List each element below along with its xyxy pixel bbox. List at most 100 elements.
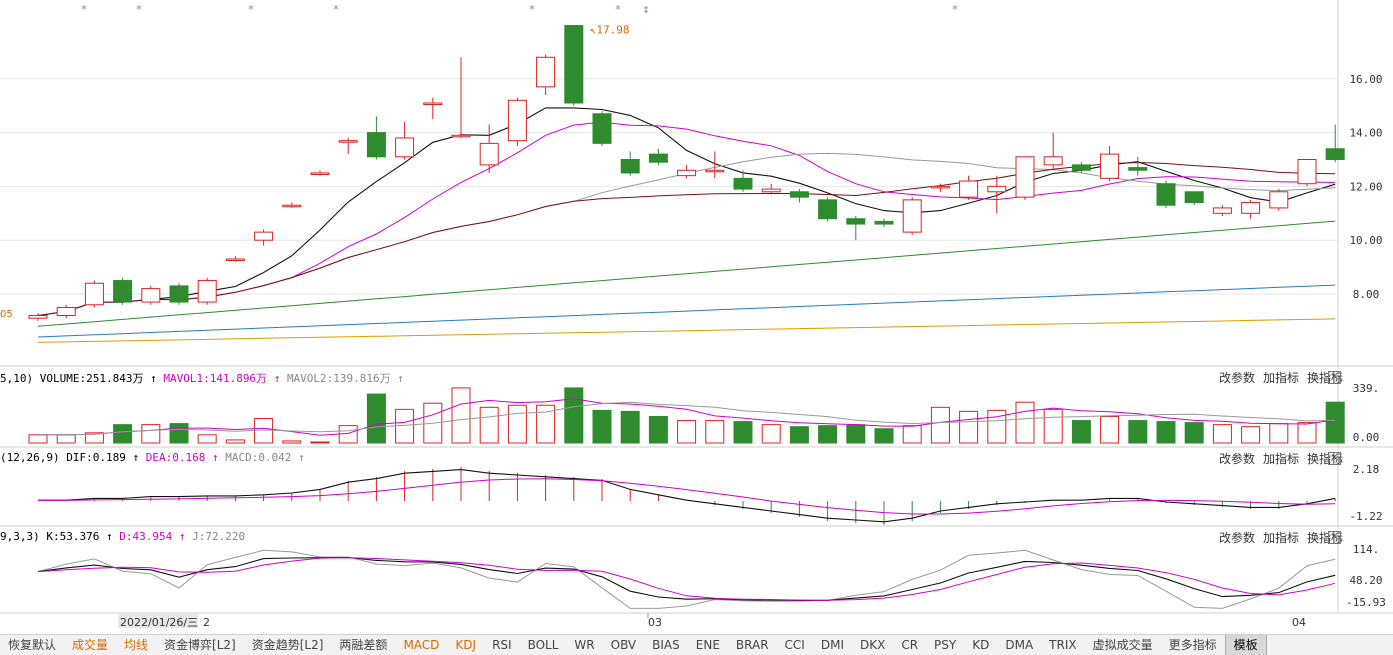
toolbar-item-20[interactable]: KD xyxy=(972,638,990,652)
candle-body xyxy=(987,185,1007,193)
candle-body xyxy=(423,102,443,106)
candle-body xyxy=(56,306,76,317)
volume-bar xyxy=(1071,420,1091,444)
candle-body xyxy=(225,258,245,262)
toolbar-item-23[interactable]: 虚拟成交量 xyxy=(1092,638,1153,652)
candle-body xyxy=(282,204,302,208)
add-indicator-button[interactable]: 加指标 xyxy=(1262,531,1299,545)
switch-indicator-button[interactable]: 换指标 xyxy=(1306,371,1343,385)
volume-bar xyxy=(874,428,894,444)
toolbar-item-6[interactable]: MACD xyxy=(403,638,440,652)
volume-bar xyxy=(197,434,217,444)
macd-prefix: (12,26,9) xyxy=(0,451,60,464)
switch-indicator-button[interactable]: 换指标 xyxy=(1306,452,1343,466)
change-params-button[interactable]: 改参数 xyxy=(1218,371,1255,385)
toolbar-item-1[interactable]: 成交量 xyxy=(72,638,109,652)
toolbar-item-15[interactable]: CCI xyxy=(784,638,805,652)
candle-body xyxy=(789,191,809,198)
volume-bar xyxy=(592,409,612,444)
toolbar-item-3[interactable]: 资金博弈[L2] xyxy=(164,638,236,652)
volume-bar xyxy=(620,410,640,444)
volume-bar xyxy=(507,404,527,444)
up-arrow-icon: ↑ xyxy=(132,451,140,464)
toolbar-item-14[interactable]: BRAR xyxy=(735,638,769,652)
candle-body xyxy=(395,137,415,158)
volume-bar xyxy=(902,425,922,444)
candle-body xyxy=(620,159,640,174)
candle-body xyxy=(197,280,217,303)
event-marker-icon: ‡ xyxy=(644,5,649,16)
price-tick-label: 12.00 xyxy=(1349,180,1382,193)
toolbar-item-4[interactable]: 资金趋势[L2] xyxy=(251,638,324,652)
j-value: J:72.220 xyxy=(192,530,246,543)
candle-body xyxy=(592,113,612,144)
switch-indicator-button[interactable]: 换指标 xyxy=(1306,531,1343,545)
volume-bar xyxy=(282,440,302,444)
close-icon[interactable]: × xyxy=(1328,452,1341,465)
up-arrow-icon: ↑ xyxy=(298,451,305,464)
kdj-tick-label: -15.93 xyxy=(1346,596,1386,609)
volume-bar xyxy=(254,418,274,444)
toolbar-item-25[interactable]: 模板 xyxy=(1224,635,1267,655)
candle-body xyxy=(648,153,668,163)
event-marker-icon: * xyxy=(81,3,87,16)
volume-bar xyxy=(1128,420,1148,444)
d-value: D:43.954 xyxy=(119,530,173,543)
toolbar-item-18[interactable]: CR xyxy=(901,638,919,652)
candle-body xyxy=(169,285,189,303)
chart-canvas[interactable]: 16.00 14.00 12.00 10.00 8.00 * * * * * * ‡ * ↖17.98 05… xyxy=(0,0,1393,634)
toolbar-item-5[interactable]: 两融差额 xyxy=(339,638,388,652)
kdj-indicator-line: 9,3,3) K:53.376 ↑ D:43.954 ↑ J:72.220 xyxy=(0,530,245,543)
add-indicator-button[interactable]: 加指标 xyxy=(1262,371,1299,385)
toolbar-item-2[interactable]: 均线 xyxy=(124,638,149,652)
toolbar-item-12[interactable]: BIAS xyxy=(652,638,680,652)
toolbar-item-7[interactable]: KDJ xyxy=(455,638,477,652)
candle-body xyxy=(705,169,725,173)
toolbar-item-17[interactable]: DKX xyxy=(859,638,886,652)
volume-bar xyxy=(959,410,979,444)
volume-bar xyxy=(338,425,358,444)
toolbar-item-0[interactable]: 恢复默认 xyxy=(8,638,57,652)
toolbar-item-22[interactable]: TRIX xyxy=(1049,638,1077,652)
volume-bar xyxy=(1156,421,1176,444)
candle-body xyxy=(818,199,838,220)
left-edge-label: 05 xyxy=(0,309,13,320)
macd-indicator-line: (12,26,9) DIF:0.189 ↑ DEA:0.168 ↑ MACD:0… xyxy=(0,451,305,464)
close-icon[interactable]: × xyxy=(1328,371,1341,384)
volume-bar xyxy=(536,404,556,444)
event-marker-icon: * xyxy=(248,3,254,16)
volume-bar xyxy=(169,423,189,444)
add-indicator-button[interactable]: 加指标 xyxy=(1262,452,1299,466)
toolbar-item-8[interactable]: RSI xyxy=(492,638,512,652)
ma60-line xyxy=(37,220,1336,327)
price-tick-label: 10.00 xyxy=(1349,234,1382,247)
kdj-tick-label: 114. xyxy=(1353,543,1380,556)
volume-bar xyxy=(1241,426,1261,444)
candle-body xyxy=(113,280,133,303)
max-price-label: ↖17.98 xyxy=(590,24,630,37)
toolbar-item-19[interactable]: PSY xyxy=(934,638,957,652)
toolbar-item-11[interactable]: OBV xyxy=(610,638,637,652)
toolbar-item-21[interactable]: DMA xyxy=(1005,638,1034,652)
kdj-prefix: 9,3,3) xyxy=(0,530,40,543)
toolbar-item-24[interactable]: 更多指标 xyxy=(1168,638,1217,652)
candle-body xyxy=(1212,207,1232,214)
candle-body xyxy=(254,231,274,241)
close-icon[interactable]: × xyxy=(1328,531,1341,544)
toolbar-item-13[interactable]: ENE xyxy=(695,638,720,652)
candle-body xyxy=(1269,191,1289,209)
candle-body xyxy=(564,25,584,104)
toolbar-item-9[interactable]: BOLL xyxy=(527,638,559,652)
change-params-button[interactable]: 改参数 xyxy=(1218,531,1255,545)
volume-bar xyxy=(564,387,584,444)
volume-bar xyxy=(1269,423,1289,444)
volume-bar xyxy=(1100,415,1120,444)
change-params-button[interactable]: 改参数 xyxy=(1218,452,1255,466)
volume-tick-label: 339. xyxy=(1353,382,1380,395)
candle-body xyxy=(846,218,866,225)
toolbar-item-16[interactable]: DMI xyxy=(820,638,844,652)
toolbar-item-10[interactable]: WR xyxy=(574,638,595,652)
volume-bar xyxy=(366,393,386,444)
up-arrow-icon: ↑ xyxy=(105,530,113,543)
candle-body xyxy=(366,132,386,158)
